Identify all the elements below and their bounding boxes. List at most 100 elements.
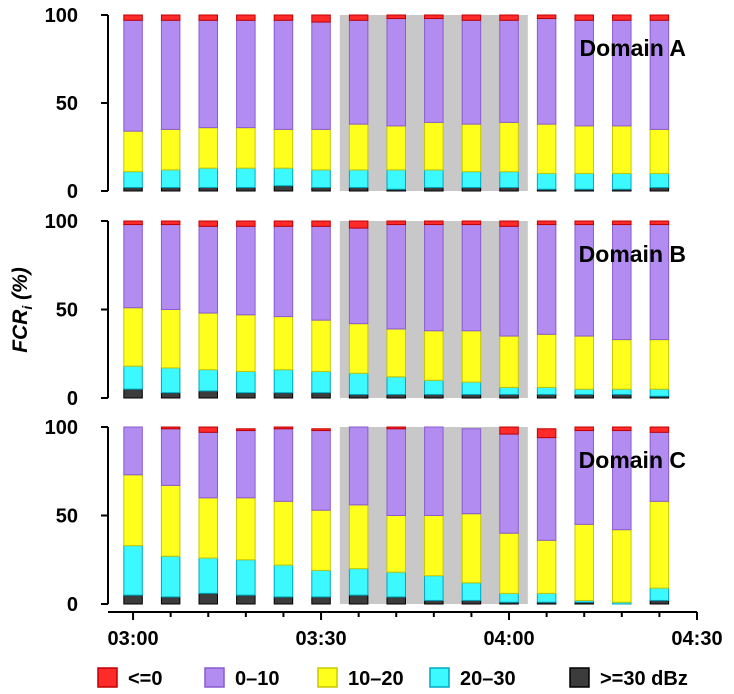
bar-segment-30-dbz (649, 599, 670, 605)
bar-segment-10-20 (348, 504, 369, 570)
bar-segment-20-30 (574, 172, 594, 190)
legend-swatch-30-dbz (569, 667, 590, 688)
bar-segment-10-20 (574, 523, 594, 601)
bar-segment-0-10 (311, 225, 331, 321)
bar-segment-30-dbz (461, 599, 482, 605)
bar-segment-0 (574, 220, 594, 226)
bar-segment-0-10 (536, 437, 557, 541)
bar-segment-0 (574, 426, 594, 432)
bar-segment-20-30 (386, 169, 406, 190)
bar-segment-0-10 (160, 19, 181, 130)
y-tick-label: 0 (67, 181, 78, 203)
bar-segment-0-10 (424, 224, 444, 332)
bar-segment-20-30 (499, 592, 519, 603)
bar-segment-20-30 (236, 559, 256, 596)
bar-segment-0 (236, 14, 256, 21)
bar-segment-10-20 (123, 307, 143, 367)
bar-segment-30-dbz (574, 393, 594, 399)
y-tick-label: 50 (56, 93, 78, 115)
bar-segment-30-dbz (311, 186, 331, 192)
bar-segment-20-30 (424, 169, 444, 188)
bar-segment-30-dbz (311, 392, 331, 399)
bar-segment-20-30 (424, 379, 444, 395)
legend-swatch-0-10 (204, 667, 225, 688)
bar-segment-10-20 (273, 500, 294, 566)
bar-segment-0 (536, 220, 557, 226)
bar-segment-20-30 (499, 171, 519, 188)
bar-segment-20-30 (311, 169, 331, 188)
bar-segment-0 (160, 220, 181, 226)
bar-segment-20-30 (348, 372, 369, 395)
bar-segment-0-10 (461, 19, 482, 125)
bar-segment-0-10 (273, 428, 294, 502)
bar-segment-0 (461, 220, 482, 226)
bar-segment-0 (612, 14, 632, 21)
bar-segment-0-10 (348, 19, 369, 125)
bar-segment-30-dbz (386, 596, 406, 605)
bar-segment-0-10 (499, 19, 519, 123)
bar-segment-0-10 (386, 224, 406, 330)
bar-segment-0 (348, 220, 369, 229)
bar-segment-0-10 (574, 430, 594, 525)
bar-segment-0-10 (499, 433, 519, 534)
legend-swatch-20-30 (429, 667, 450, 688)
bar-segment-0 (160, 14, 181, 21)
bar-segment-10-20 (461, 513, 482, 584)
bar-segment-20-30 (198, 369, 219, 392)
bar-segment-0 (536, 428, 557, 439)
bar-segment-0-10 (536, 224, 557, 335)
bar-segment-30-dbz (198, 186, 219, 192)
bar-segment-0 (461, 14, 482, 21)
bar-segment-0-10 (198, 19, 219, 129)
bar-segment-30-dbz (499, 393, 519, 399)
bar-segment-30-dbz (649, 186, 670, 192)
bar-segment-0 (424, 220, 444, 226)
bar-segment-10-20 (198, 497, 219, 559)
bar-segment-30-dbz (348, 393, 369, 399)
bar-segment-30-dbz (536, 393, 557, 399)
bar-segment-0 (311, 428, 331, 432)
bar-segment-0 (649, 426, 670, 433)
bar-segment-20-30 (536, 592, 557, 603)
bar-segment-0 (273, 426, 294, 430)
y-tick-label: 100 (45, 211, 78, 233)
bar-segment-20-30 (236, 370, 256, 394)
legend-swatch-10-20 (317, 667, 338, 688)
legend-label: 20–30 (460, 668, 516, 690)
legend-label: 0–10 (235, 668, 280, 690)
bar-segment-20-30 (160, 169, 181, 188)
bar-segment-10-20 (236, 497, 256, 561)
bar-segment-0 (649, 220, 670, 226)
legend-label: <=0 (128, 668, 162, 690)
bar-segment-20-30 (461, 381, 482, 395)
bar-segment-20-30 (461, 582, 482, 601)
bar-segment-20-30 (386, 376, 406, 395)
bar-segment-10-20 (499, 121, 519, 173)
bar-segment-20-30 (160, 367, 181, 394)
bar-segment-0 (198, 14, 219, 21)
bar-segment-10-20 (386, 328, 406, 378)
bar-segment-30-dbz (499, 186, 519, 192)
bar-segment-0-10 (461, 224, 482, 332)
bar-segment-0-10 (348, 426, 369, 506)
bar-segment-10-20 (461, 330, 482, 383)
bar-segment-0-10 (424, 18, 444, 123)
bar-segment-20-30 (536, 172, 557, 190)
bar-segment-10-20 (198, 312, 219, 371)
bar-segment-10-20 (123, 130, 143, 173)
x-tick-label: 04:00 (483, 628, 534, 650)
bar-segment-30-dbz (311, 596, 331, 605)
y-tick-label: 50 (56, 300, 78, 322)
bar-segment-0-10 (273, 225, 294, 318)
bar-segment-20-30 (198, 167, 219, 188)
bar-segment-20-30 (273, 564, 294, 598)
bar-segment-20-30 (536, 386, 557, 395)
bar-segment-10-20 (461, 123, 482, 173)
bar-segment-0-10 (386, 18, 406, 127)
bar-segment-10-20 (198, 127, 219, 169)
bar-segment-0 (198, 220, 219, 227)
panel-domain-c: 0 50 100 Domain C (45, 417, 686, 616)
bar-segment-0 (311, 14, 331, 23)
bar-segment-20-30 (123, 365, 143, 390)
bar-segment-30-dbz (273, 596, 294, 605)
